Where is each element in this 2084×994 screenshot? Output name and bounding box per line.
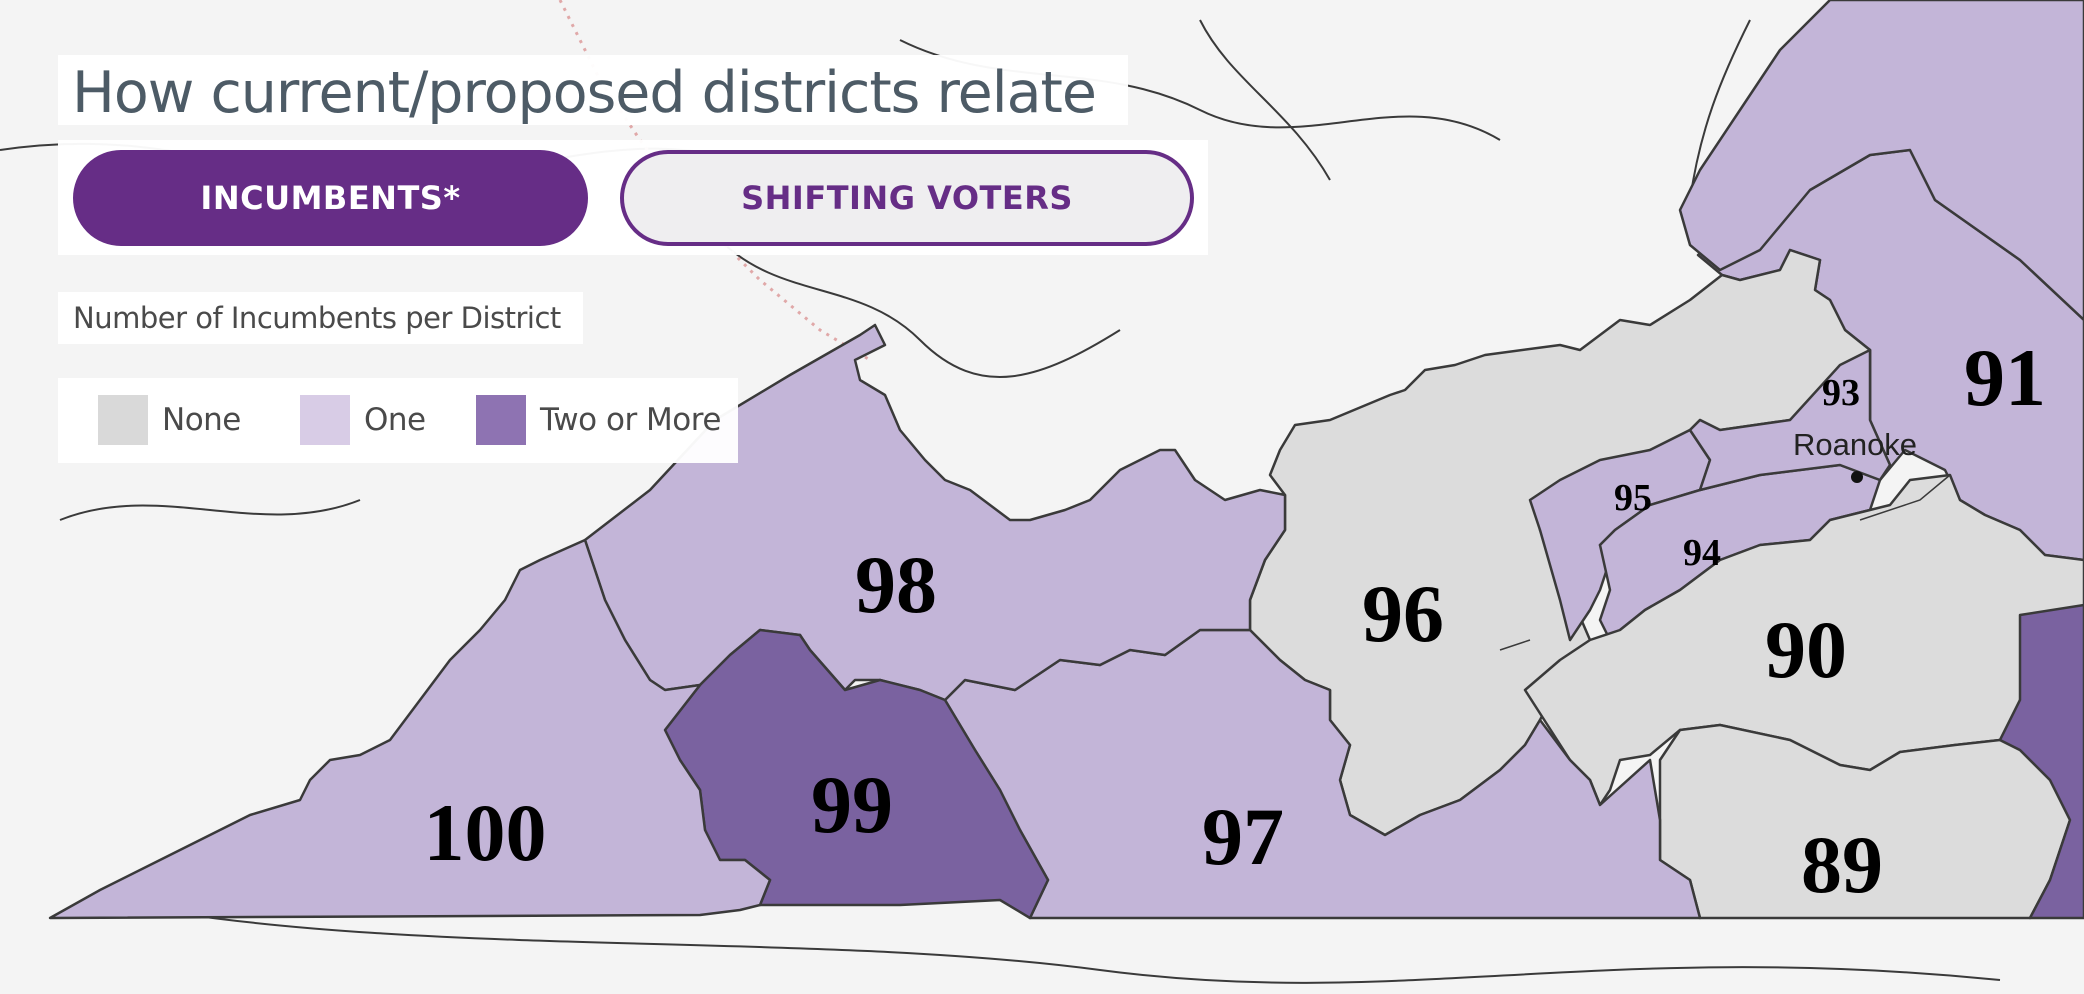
legend-panel (58, 378, 738, 463)
legend-swatch-two-or-more (476, 395, 526, 445)
incumbents-toggle-button[interactable]: INCUMBENTS* (73, 150, 588, 246)
district-label-93: 93 (1822, 372, 1860, 414)
district-label-89: 89 (1801, 819, 1883, 910)
district-label-100: 100 (424, 787, 547, 878)
legend-title: Number of Incumbents per District (73, 301, 561, 335)
page-title: How current/proposed districts relate (72, 60, 1097, 126)
legend-label-two-or-more: Two or More (540, 402, 721, 438)
district-label-95: 95 (1614, 477, 1652, 519)
legend-swatch-one (300, 395, 350, 445)
district-label-91: 91 (1964, 332, 2046, 423)
internal-boundaries (1499, 474, 1951, 651)
district-label-94: 94 (1683, 532, 1721, 574)
roanoke-dot (1851, 471, 1863, 483)
district-label-99: 99 (811, 759, 893, 850)
district-label-98: 98 (855, 539, 937, 630)
district-label-97: 97 (1202, 791, 1284, 882)
legend-item-one: One (300, 395, 426, 445)
title-panel (58, 55, 1128, 125)
district-91-north[interactable] (1678, 0, 2084, 322)
district-90[interactable] (1523, 473, 2084, 807)
legend-item-two-or-more: Two or More (476, 395, 721, 445)
legend-swatch-none (98, 395, 148, 445)
district-100[interactable] (48, 538, 772, 920)
roanoke-label: Roanoke (1793, 427, 1917, 462)
district-label-96: 96 (1362, 568, 1444, 659)
district-93[interactable] (1688, 348, 1892, 492)
legend-label-none: None (162, 402, 241, 438)
shifting-voters-toggle-button[interactable]: SHIFTING VOTERS (620, 150, 1194, 246)
legend-item-none: None (98, 395, 241, 445)
legend-title-panel (58, 292, 583, 344)
district-east-edge[interactable] (1998, 603, 2084, 920)
legend-label-one: One (364, 402, 426, 438)
district-label-90: 90 (1765, 604, 1847, 695)
